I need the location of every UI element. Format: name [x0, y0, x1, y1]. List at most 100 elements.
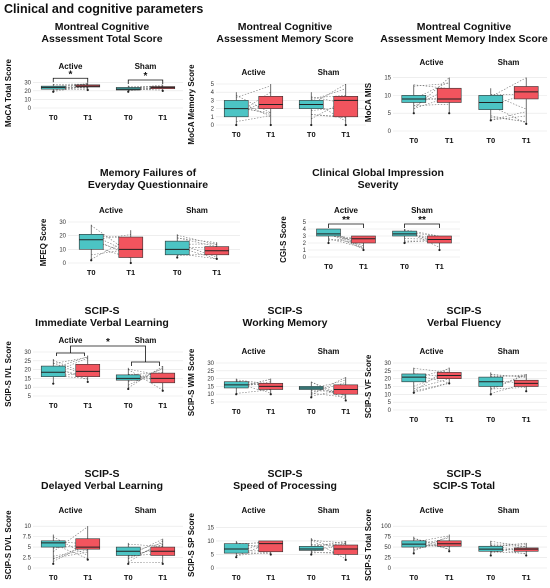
paired-line: [328, 233, 364, 250]
y-tick-label: 0: [388, 129, 392, 135]
y-axis-label: MoCA MIS: [364, 82, 373, 122]
y-tick-label: 15: [24, 376, 31, 382]
x-tick-label: T0: [232, 573, 241, 582]
outlier-point: [52, 382, 55, 385]
y-tick-label: 10: [24, 385, 31, 391]
chart-title: Speed of Processing: [233, 480, 337, 492]
paired-line: [413, 383, 450, 393]
box-t1: [333, 96, 359, 118]
box-t0: [298, 546, 324, 551]
x-tick-label: T1: [341, 573, 350, 582]
y-tick-label: 20: [59, 234, 66, 240]
chart-title: SCIP-S: [84, 468, 119, 480]
facet-label: Active: [99, 206, 124, 215]
y-axis-label: SCIP-S VF Score: [364, 354, 373, 418]
facet-label: Sham: [318, 68, 340, 77]
box-t1: [333, 544, 359, 555]
paired-line: [236, 95, 271, 114]
x-tick-label: T0: [124, 573, 133, 582]
y-tick-label: 25: [207, 369, 214, 375]
box-t0: [78, 234, 104, 250]
x-tick-label: T1: [522, 573, 531, 582]
significance-label: *: [69, 69, 73, 80]
paired-line: [490, 115, 527, 121]
chart-title: Delayed Verbal Learning: [41, 480, 163, 492]
y-tick-label: 0: [28, 106, 32, 112]
paired-line: [311, 539, 346, 544]
outlier-point: [525, 122, 528, 125]
outlier-point: [327, 241, 330, 245]
chart-title: Clinical Global Impression: [312, 167, 444, 179]
outlier-point: [489, 119, 492, 122]
facet-label: Sham: [186, 206, 208, 215]
y-axis-label: MoCA Total Score: [4, 58, 13, 127]
significance-label: **: [342, 215, 350, 226]
facet-label: Active: [58, 62, 83, 71]
group-bracket: [70, 345, 146, 362]
paired-line: [490, 545, 527, 554]
y-tick-label: 0: [388, 566, 392, 572]
outlier-point: [310, 553, 313, 556]
outlier-point: [235, 393, 238, 396]
paired-line: [311, 99, 346, 120]
box-t1: [258, 96, 284, 109]
x-tick-label: T0: [232, 407, 241, 416]
x-tick-label: T1: [522, 415, 531, 424]
y-axis-label: CGI-S Score: [279, 216, 288, 263]
y-tick-label: 30: [24, 350, 31, 356]
outlier-point: [310, 123, 313, 127]
x-tick-label: T1: [341, 130, 350, 139]
chart-title: Immediate Verbal Learning: [35, 317, 169, 329]
y-tick-label: 15: [207, 384, 214, 390]
x-tick-label: T1: [435, 262, 444, 271]
paired-line: [128, 367, 163, 386]
outlier-point: [344, 123, 347, 127]
x-tick-label: T1: [445, 573, 454, 582]
chart-title: SCIP-S: [446, 305, 481, 317]
outlier-point: [269, 393, 272, 396]
x-tick-label: T1: [341, 407, 350, 416]
x-tick-label: T1: [445, 415, 454, 424]
outlier-point: [362, 248, 365, 252]
box-t1: [351, 235, 376, 244]
paired-line: [413, 382, 450, 392]
y-tick-label: 30: [59, 220, 66, 226]
chart-title: Montreal Cognitive: [417, 21, 512, 33]
outlier-point: [235, 123, 238, 127]
box-t0: [115, 374, 141, 381]
outlier-point: [412, 391, 415, 394]
box-t1: [513, 86, 539, 100]
chart-title: Working Memory: [243, 317, 328, 329]
outlier-point: [235, 556, 238, 559]
outlier-point: [215, 257, 218, 260]
y-tick-label: 20: [384, 377, 391, 383]
outlier-point: [489, 554, 492, 557]
outlier-point: [448, 112, 451, 115]
outlier-point: [127, 562, 130, 565]
facet-label: Active: [58, 506, 83, 515]
facet-label: Sham: [135, 62, 157, 71]
x-tick-label: T0: [49, 401, 58, 410]
outlier-point: [52, 90, 55, 93]
y-tick-label: 25: [384, 369, 391, 375]
facet-label: Active: [334, 206, 359, 215]
y-tick-label: 10: [207, 539, 214, 545]
y-tick-label: 4: [211, 90, 215, 96]
facet-label: Sham: [498, 506, 520, 515]
group-bracket: [56, 352, 85, 356]
y-tick-label: 25: [24, 359, 31, 365]
paired-line: [311, 381, 346, 400]
chart-title: Assessment Total Score: [41, 33, 162, 45]
y-axis-label: SCIP-S DVL Score: [4, 510, 13, 580]
x-tick-label: T1: [266, 130, 275, 139]
paired-line: [128, 369, 163, 391]
box-t1: [436, 87, 462, 103]
outlier-point: [129, 261, 132, 265]
outlier-point: [127, 387, 130, 391]
